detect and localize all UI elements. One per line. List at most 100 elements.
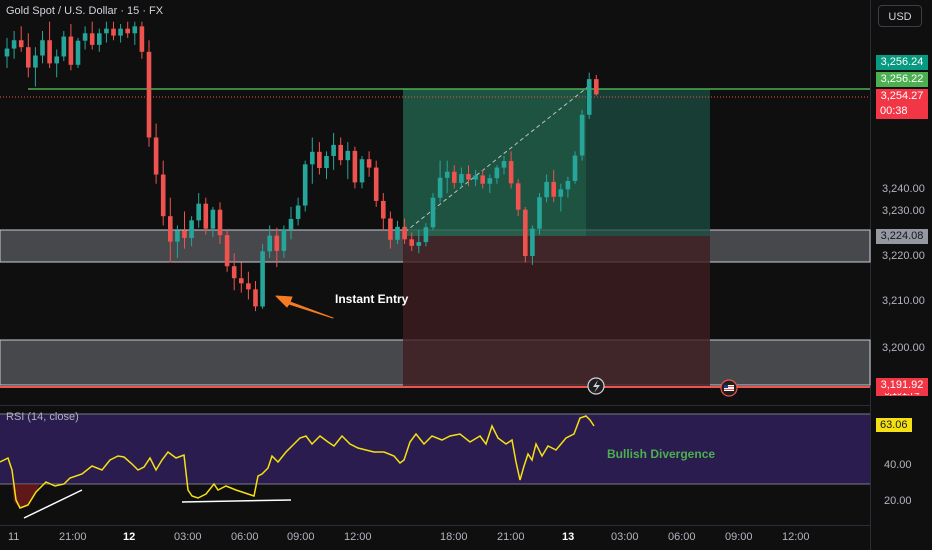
rsi-oversold-fill — [12, 484, 40, 508]
candle-body — [444, 171, 450, 178]
candle-body — [388, 218, 393, 240]
candle-body — [97, 33, 102, 45]
candle-body — [544, 181, 549, 198]
candle-body — [75, 40, 81, 65]
candle-body — [54, 56, 59, 64]
candle-body — [132, 26, 138, 34]
price-tick: 3,230.00 — [882, 205, 925, 217]
ask-price-tag: 3,256.24 — [876, 55, 928, 70]
candle-body — [196, 203, 201, 221]
candle-body — [437, 177, 443, 198]
flash-event-icon[interactable] — [587, 377, 605, 395]
rsi-line — [0, 415, 595, 509]
time-label: 21:00 — [59, 531, 87, 543]
candle-body — [4, 48, 10, 57]
candle-body — [515, 183, 521, 210]
bar-countdown-tag: 00:38 — [876, 104, 928, 119]
candle-body — [345, 150, 351, 161]
candle-body — [89, 33, 95, 45]
candle-body — [359, 159, 365, 183]
candle-body — [402, 226, 407, 240]
candle-body — [302, 164, 308, 206]
candle-body — [558, 189, 564, 197]
stop-price-tag: 3,191.92 — [876, 378, 928, 393]
candle-body — [288, 218, 294, 230]
candle-body — [168, 216, 173, 242]
candle-body — [423, 227, 429, 243]
time-label: 11 — [8, 531, 20, 543]
candle-body — [565, 180, 571, 190]
candle-body — [160, 174, 166, 217]
time-label: 12 — [123, 531, 136, 543]
candle-body — [331, 144, 336, 156]
currency-button[interactable]: USD — [878, 5, 922, 27]
candle-body — [189, 220, 194, 238]
position-stop-zone[interactable] — [403, 236, 710, 387]
candle-body — [217, 209, 223, 236]
time-label: 12:00 — [782, 531, 810, 543]
candle-body — [459, 174, 464, 183]
candle-body — [40, 40, 45, 56]
symbol-title[interactable]: Gold Spot / U.S. Dollar · 15 · FX — [6, 5, 164, 17]
candle-body — [274, 235, 280, 251]
instant-entry-label[interactable]: Instant Entry — [335, 292, 409, 306]
candle-body — [239, 278, 244, 284]
instant-entry-arrow — [275, 295, 334, 319]
rsi-title[interactable]: RSI (14, close) — [6, 411, 79, 423]
price-tick: 3,200.00 — [882, 342, 925, 354]
candle-body — [310, 151, 315, 165]
candle-body — [118, 28, 123, 36]
candle-body — [480, 175, 485, 184]
candle-body — [11, 40, 17, 49]
candle-body — [281, 229, 287, 251]
time-label: 12:00 — [344, 531, 372, 543]
candle-body — [466, 174, 471, 180]
candle-body — [586, 79, 592, 115]
time-label: 06:00 — [668, 531, 696, 543]
time-label: 13 — [562, 531, 575, 543]
candle-body — [61, 36, 67, 57]
bid-price-tag: 3,256.22 — [876, 72, 928, 87]
candle-body — [182, 230, 187, 238]
rsi-tick: 40.00 — [884, 459, 912, 471]
position-target-zone[interactable] — [403, 89, 710, 236]
candle-body — [594, 79, 599, 95]
zone-price-tag: 3,224.08 — [876, 229, 928, 244]
us-flag-event-icon[interactable] — [720, 379, 738, 397]
time-label: 03:00 — [611, 531, 639, 543]
position-progress-fill — [403, 89, 586, 236]
candle-body — [501, 161, 507, 168]
candle-body — [324, 155, 329, 169]
rsi-band — [0, 414, 870, 484]
last-price-tag: 3,254.27 — [876, 89, 928, 104]
time-label: 18:00 — [440, 531, 468, 543]
candle-body — [82, 33, 88, 41]
candle-body — [153, 137, 159, 175]
time-label: 03:00 — [174, 531, 202, 543]
candle-body — [246, 283, 251, 290]
candle-body — [416, 242, 422, 246]
price-tick: 3,220.00 — [882, 250, 925, 262]
time-label: 06:00 — [231, 531, 259, 543]
candlestick-series — [4, 21, 599, 312]
candle-body — [395, 226, 400, 240]
candle-body — [210, 209, 216, 229]
candle-body — [381, 200, 386, 219]
candle-body — [452, 171, 457, 183]
candle-body — [146, 51, 152, 138]
candle-body — [224, 235, 230, 267]
price-tick: 3,240.00 — [882, 183, 925, 195]
candle-body — [551, 181, 556, 197]
time-label: 09:00 — [725, 531, 753, 543]
candle-body — [317, 151, 322, 169]
candle-body — [430, 197, 436, 228]
candle-body — [267, 235, 272, 252]
time-label: 09:00 — [287, 531, 315, 543]
candle-body — [572, 155, 578, 181]
bullish-divergence-label[interactable]: Bullish Divergence — [607, 447, 716, 461]
candle-body — [508, 161, 514, 184]
candle-body — [473, 175, 478, 180]
candle-body — [47, 40, 52, 64]
candle-body — [366, 159, 372, 168]
